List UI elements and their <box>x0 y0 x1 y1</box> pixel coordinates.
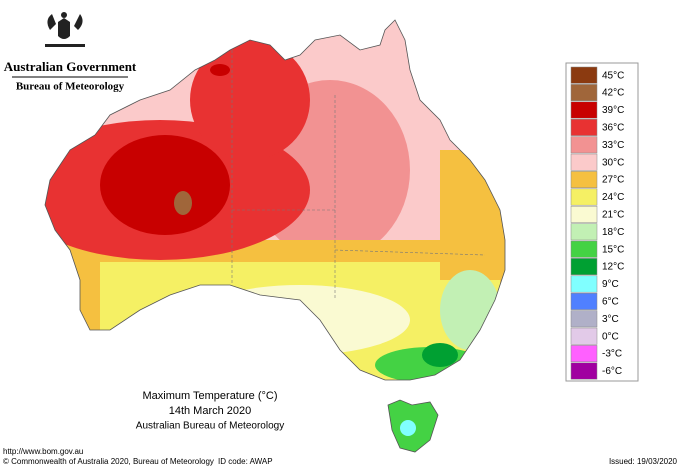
legend-swatch <box>570 275 598 293</box>
legend-swatch <box>570 362 598 380</box>
legend-label: 39°C <box>602 105 624 116</box>
legend-swatch <box>570 327 598 345</box>
legend-swatch <box>570 84 598 102</box>
legend-label: 3°C <box>602 314 619 325</box>
government-name: Australian Government <box>4 59 137 74</box>
legend-label: 18°C <box>602 227 624 238</box>
legend-swatch <box>570 240 598 258</box>
legend-swatch <box>570 310 598 328</box>
agency-name: Bureau of Meteorology <box>16 81 125 93</box>
legend: 45°C 42°C 39°C 36°C 33°C 30°C 27°C 24°C 21°C 18°C… <box>570 66 624 380</box>
legend-swatch <box>570 205 598 223</box>
legend-label: 42°C <box>602 88 624 99</box>
legend-label: 21°C <box>602 210 624 221</box>
state-borders <box>231 50 486 300</box>
legend-swatch <box>570 345 598 363</box>
legend-label: 33°C <box>602 140 624 151</box>
legend-swatch <box>570 258 598 276</box>
legend-swatch <box>570 171 598 189</box>
coastline <box>44 19 506 381</box>
legend-swatch <box>570 118 598 136</box>
map-source: Australian Bureau of Meteorology <box>136 421 284 432</box>
footer-copyright: © Commonwealth of Australia 2020, Bureau… <box>3 457 214 466</box>
coat-of-arms <box>45 12 85 47</box>
footer-issued: Issued: 19/03/2020 <box>609 457 678 466</box>
legend-swatch <box>570 136 598 154</box>
legend-label: 6°C <box>602 297 619 308</box>
map-title: Maximum Temperature (°C) <box>142 390 277 402</box>
footer-url: http://www.bom.gov.au <box>3 447 83 456</box>
legend-label: 36°C <box>602 123 624 134</box>
legend-label: 27°C <box>602 175 624 186</box>
legend-swatch <box>570 292 598 310</box>
legend-label: 9°C <box>602 279 619 290</box>
legend-label: -3°C <box>602 349 622 360</box>
legend-label: 0°C <box>602 331 619 342</box>
legend-swatch <box>570 223 598 241</box>
legend-label: -6°C <box>602 366 622 377</box>
legend-label: 45°C <box>602 70 624 81</box>
legend-label: 24°C <box>602 192 624 203</box>
legend-swatch <box>570 66 598 84</box>
legend-swatch <box>570 188 598 206</box>
footer-id: ID code: AWAP <box>218 457 273 466</box>
legend-label: 15°C <box>602 244 624 255</box>
legend-label: 12°C <box>602 262 624 273</box>
map-date: 14th March 2020 <box>169 405 252 417</box>
legend-swatch <box>570 153 598 171</box>
legend-swatch <box>570 101 598 119</box>
legend-label: 30°C <box>602 157 624 168</box>
tasmania-cool <box>400 420 416 436</box>
